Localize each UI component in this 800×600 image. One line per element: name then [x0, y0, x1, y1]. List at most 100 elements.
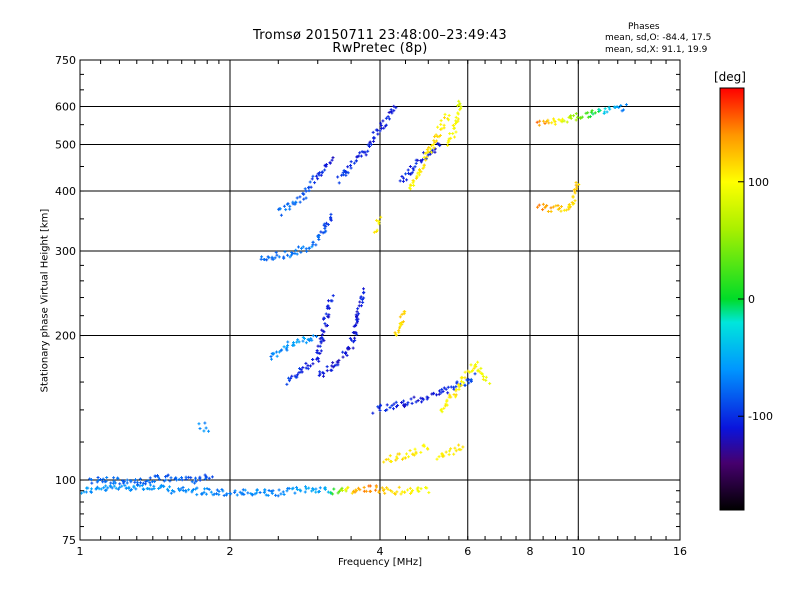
- scatter-point: [172, 490, 176, 494]
- scatter-point: [109, 481, 113, 485]
- scatter-point: [290, 374, 294, 378]
- scatter-point: [298, 488, 302, 492]
- scatter-point: [165, 487, 169, 491]
- scatter-point: [591, 112, 595, 116]
- scatter-point: [411, 166, 415, 170]
- scatter-point: [294, 248, 298, 252]
- scatter-point: [484, 378, 488, 382]
- scatter-point: [341, 355, 345, 359]
- scatter-point: [250, 493, 254, 497]
- scatter-point: [436, 125, 440, 129]
- scatter-point: [96, 476, 100, 480]
- x-tick-label: 2: [227, 545, 234, 558]
- scatter-point: [169, 491, 173, 495]
- scatter-point: [286, 343, 290, 347]
- scatter-point: [116, 477, 120, 481]
- scatter-point: [321, 374, 325, 378]
- scatter-point: [570, 200, 574, 204]
- scatter-point: [454, 130, 458, 134]
- scatter-point: [359, 154, 363, 158]
- scatter-point: [311, 243, 315, 247]
- scatter-point: [331, 294, 335, 298]
- scatter-point: [547, 121, 551, 125]
- scatter-point: [375, 228, 379, 232]
- scatter-point: [330, 158, 334, 162]
- scatter-point: [253, 492, 257, 496]
- scatter-point: [414, 161, 418, 165]
- scatter-point: [355, 321, 359, 325]
- scatter-point: [385, 403, 389, 407]
- scatter-point: [327, 306, 331, 310]
- scatter-point: [386, 487, 390, 491]
- scatter-point: [197, 422, 201, 426]
- scatter-point: [405, 403, 409, 407]
- scatter-point: [574, 118, 578, 122]
- scatter-point: [560, 120, 564, 124]
- scatter-point: [435, 457, 439, 461]
- scatter-point: [319, 173, 323, 177]
- scatter-point: [559, 205, 563, 209]
- scatter-point: [432, 391, 436, 395]
- scatter-point: [549, 206, 553, 210]
- scatter-point: [349, 160, 353, 164]
- scatter-point: [442, 386, 446, 390]
- scatter-point: [364, 153, 368, 157]
- scatter-point: [311, 334, 315, 338]
- scatter-point: [488, 382, 492, 386]
- scatter-point: [401, 320, 405, 324]
- scatter-point: [442, 126, 446, 130]
- scatter-point: [112, 479, 116, 483]
- scatter-point: [400, 401, 404, 405]
- scatter-point: [295, 373, 299, 377]
- scatter-point: [304, 196, 308, 200]
- scatter-point: [362, 290, 366, 294]
- scatter-point: [359, 304, 363, 308]
- scatter-point: [605, 110, 609, 114]
- scatter-point: [318, 344, 322, 348]
- scatter-point: [603, 107, 607, 111]
- scatter-point: [122, 479, 126, 483]
- scatter-point: [353, 336, 357, 340]
- scatter-point: [298, 195, 302, 199]
- scatter-point: [267, 488, 271, 492]
- scatter-point: [275, 350, 279, 354]
- scatter-point: [80, 491, 84, 495]
- scatter-point: [162, 479, 166, 483]
- scatter-point: [118, 485, 122, 489]
- scatter-point: [379, 215, 383, 219]
- scatter-point: [123, 483, 127, 487]
- scatter-point: [278, 207, 282, 211]
- grid: [80, 60, 680, 540]
- scatter-point: [318, 337, 322, 341]
- scatter-point: [228, 492, 232, 496]
- scatter-point: [336, 491, 340, 495]
- scatter-point: [120, 484, 124, 488]
- scatter-point: [177, 477, 181, 481]
- scatter-point: [398, 179, 402, 183]
- scatter-point: [388, 454, 392, 458]
- scatter-point: [355, 314, 359, 318]
- scatter-point: [350, 338, 354, 342]
- scatter-point: [439, 391, 443, 395]
- scatter-point: [200, 492, 204, 496]
- scatter-point: [389, 489, 393, 493]
- scatter-point: [412, 183, 416, 187]
- scatter-point: [457, 443, 461, 447]
- scatter-point: [397, 330, 401, 334]
- scatter-point: [279, 492, 283, 496]
- scatter-point: [133, 480, 137, 484]
- scatter-point: [96, 479, 100, 483]
- scatter-point: [387, 117, 391, 121]
- scatter-point: [323, 226, 327, 230]
- scatter-point: [202, 429, 206, 433]
- scatter-point: [323, 487, 327, 491]
- scatter-point: [205, 475, 209, 479]
- scatter-point: [454, 449, 458, 453]
- scatter-point: [270, 491, 274, 495]
- scatter-point: [447, 113, 451, 117]
- scatter-point: [378, 408, 382, 412]
- scatter-point: [302, 337, 306, 341]
- scatter-point: [329, 212, 333, 216]
- scatter-point: [384, 116, 388, 120]
- scatter-point: [345, 170, 349, 174]
